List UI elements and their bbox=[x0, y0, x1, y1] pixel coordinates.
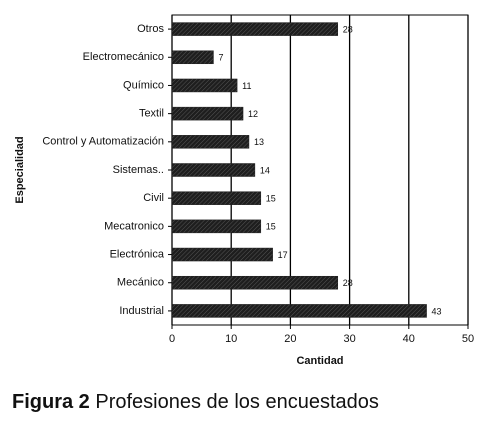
bar bbox=[171, 135, 250, 149]
x-tick-label: 50 bbox=[462, 333, 474, 345]
value-label: 17 bbox=[278, 250, 288, 260]
y-tick-label: Electrónica bbox=[110, 248, 165, 260]
y-tick-label: Sistemas.. bbox=[113, 164, 164, 176]
bar bbox=[171, 304, 427, 318]
bar bbox=[171, 78, 238, 93]
bar bbox=[171, 50, 214, 65]
y-tick-label: Mecánico bbox=[117, 277, 164, 289]
value-label: 15 bbox=[266, 222, 276, 232]
value-label: 28 bbox=[343, 24, 353, 34]
bar bbox=[171, 106, 244, 121]
value-label: 7 bbox=[218, 53, 223, 63]
x-tick-label: 30 bbox=[343, 333, 355, 345]
y-tick-label: Otros bbox=[137, 23, 164, 35]
bar bbox=[171, 219, 262, 234]
y-tick-label: Químico bbox=[123, 79, 164, 91]
x-axis-label: Cantidad bbox=[296, 355, 343, 367]
bar bbox=[171, 191, 262, 205]
value-label: 28 bbox=[343, 278, 353, 288]
y-axis-label: Especialidad bbox=[14, 136, 26, 203]
value-label: 13 bbox=[254, 137, 264, 147]
y-tick-label: Industrial bbox=[119, 305, 164, 317]
value-label: 11 bbox=[242, 81, 251, 91]
value-label: 12 bbox=[248, 109, 258, 119]
y-tick-label: Mecatronico bbox=[104, 220, 164, 232]
x-tick-label: 40 bbox=[403, 333, 415, 345]
x-tick-label: 20 bbox=[284, 333, 296, 345]
y-tick-label: Electromecánico bbox=[83, 51, 164, 63]
value-label: 43 bbox=[432, 306, 442, 316]
caption-text: Profesiones de los encuestados bbox=[95, 391, 379, 413]
y-tick-label: Textil bbox=[139, 108, 164, 120]
bar bbox=[171, 275, 339, 290]
bar bbox=[171, 22, 339, 36]
bar bbox=[171, 247, 273, 262]
y-tick-label: Civil bbox=[143, 192, 164, 204]
caption: Figura 2 Profesiones de los encuestados bbox=[12, 391, 379, 413]
x-tick-label: 10 bbox=[225, 333, 237, 345]
value-label: 15 bbox=[266, 194, 276, 204]
x-tick-label: 0 bbox=[169, 333, 175, 345]
y-tick-label: Control y Automatización bbox=[42, 136, 164, 148]
value-label: 14 bbox=[260, 165, 270, 175]
bar bbox=[171, 163, 256, 177]
figure-label: Figura 2 bbox=[12, 391, 90, 413]
